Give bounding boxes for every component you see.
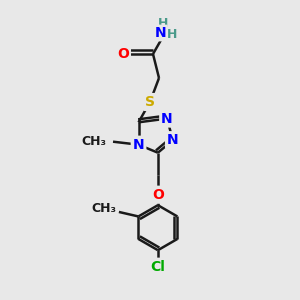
Text: N: N bbox=[155, 26, 166, 40]
Text: H: H bbox=[158, 17, 169, 30]
Text: O: O bbox=[152, 188, 164, 202]
Text: N: N bbox=[161, 112, 173, 126]
Text: N: N bbox=[133, 138, 144, 152]
Text: Cl: Cl bbox=[150, 260, 165, 274]
Text: CH₃: CH₃ bbox=[91, 202, 116, 215]
Text: CH₃: CH₃ bbox=[81, 135, 106, 148]
Text: O: O bbox=[117, 47, 129, 61]
Text: H: H bbox=[167, 28, 178, 41]
Text: S: S bbox=[145, 95, 155, 109]
Text: N: N bbox=[167, 133, 178, 147]
